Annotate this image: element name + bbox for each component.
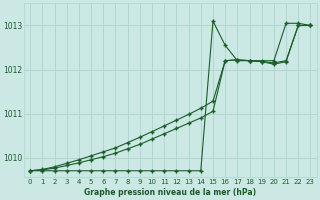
X-axis label: Graphe pression niveau de la mer (hPa): Graphe pression niveau de la mer (hPa) bbox=[84, 188, 256, 197]
